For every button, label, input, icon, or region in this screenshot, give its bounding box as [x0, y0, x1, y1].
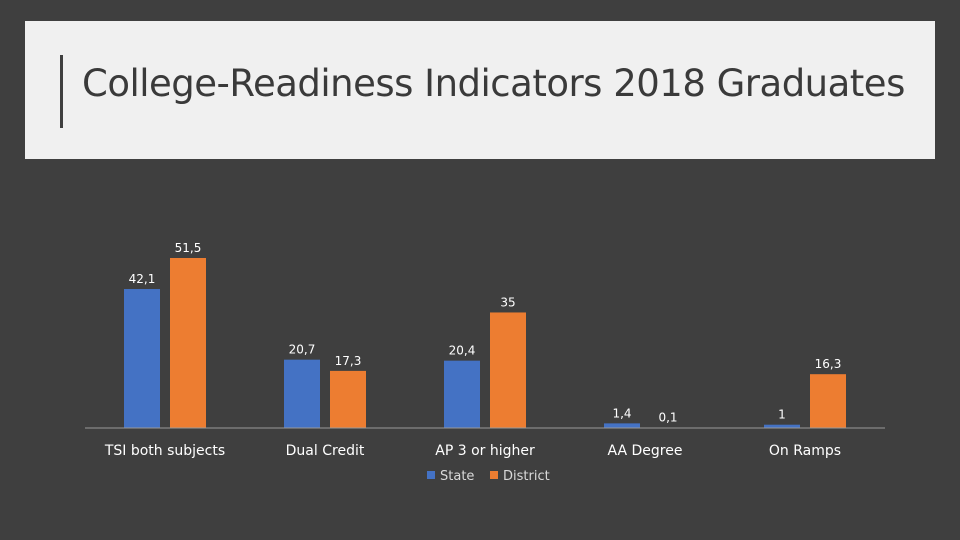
bar-state-4	[604, 423, 640, 428]
data-label-state-2: 20,7	[289, 343, 316, 357]
bar-district-2	[330, 370, 366, 428]
category-label-1: TSI both subjects	[104, 443, 225, 459]
bar-state-3	[444, 360, 480, 428]
category-label-4: AA Degree	[608, 443, 683, 459]
bar-district-3	[490, 312, 526, 428]
category-label-3: AP 3 or higher	[435, 443, 535, 459]
bar-state-2	[284, 359, 320, 428]
bar-district-5	[810, 374, 846, 428]
data-label-district-5: 16,3	[815, 357, 842, 371]
category-label-5: On Ramps	[769, 443, 841, 459]
data-label-state-4: 1,4	[612, 406, 631, 420]
data-label-state-5: 1	[778, 408, 786, 422]
data-label-state-3: 20,4	[449, 344, 476, 358]
legend-label-state: State	[440, 469, 474, 484]
title-accent-rule	[60, 55, 63, 128]
bar-state-5	[764, 424, 800, 428]
title-panel	[25, 21, 935, 159]
bar-district-1	[170, 258, 206, 428]
data-label-district-1: 51,5	[175, 241, 202, 255]
data-label-state-1: 42,1	[129, 272, 156, 286]
bar-state-1	[124, 289, 160, 428]
legend-swatch-state	[427, 471, 435, 479]
slide-title: College-Readiness Indicators 2018 Gradua…	[82, 62, 905, 105]
legend-swatch-district	[490, 471, 498, 479]
data-label-district-3: 35	[500, 295, 515, 309]
category-label-2: Dual Credit	[286, 443, 365, 459]
data-label-district-2: 17,3	[335, 354, 362, 368]
legend-label-district: District	[503, 469, 550, 484]
data-label-district-4: 0,1	[658, 411, 677, 425]
